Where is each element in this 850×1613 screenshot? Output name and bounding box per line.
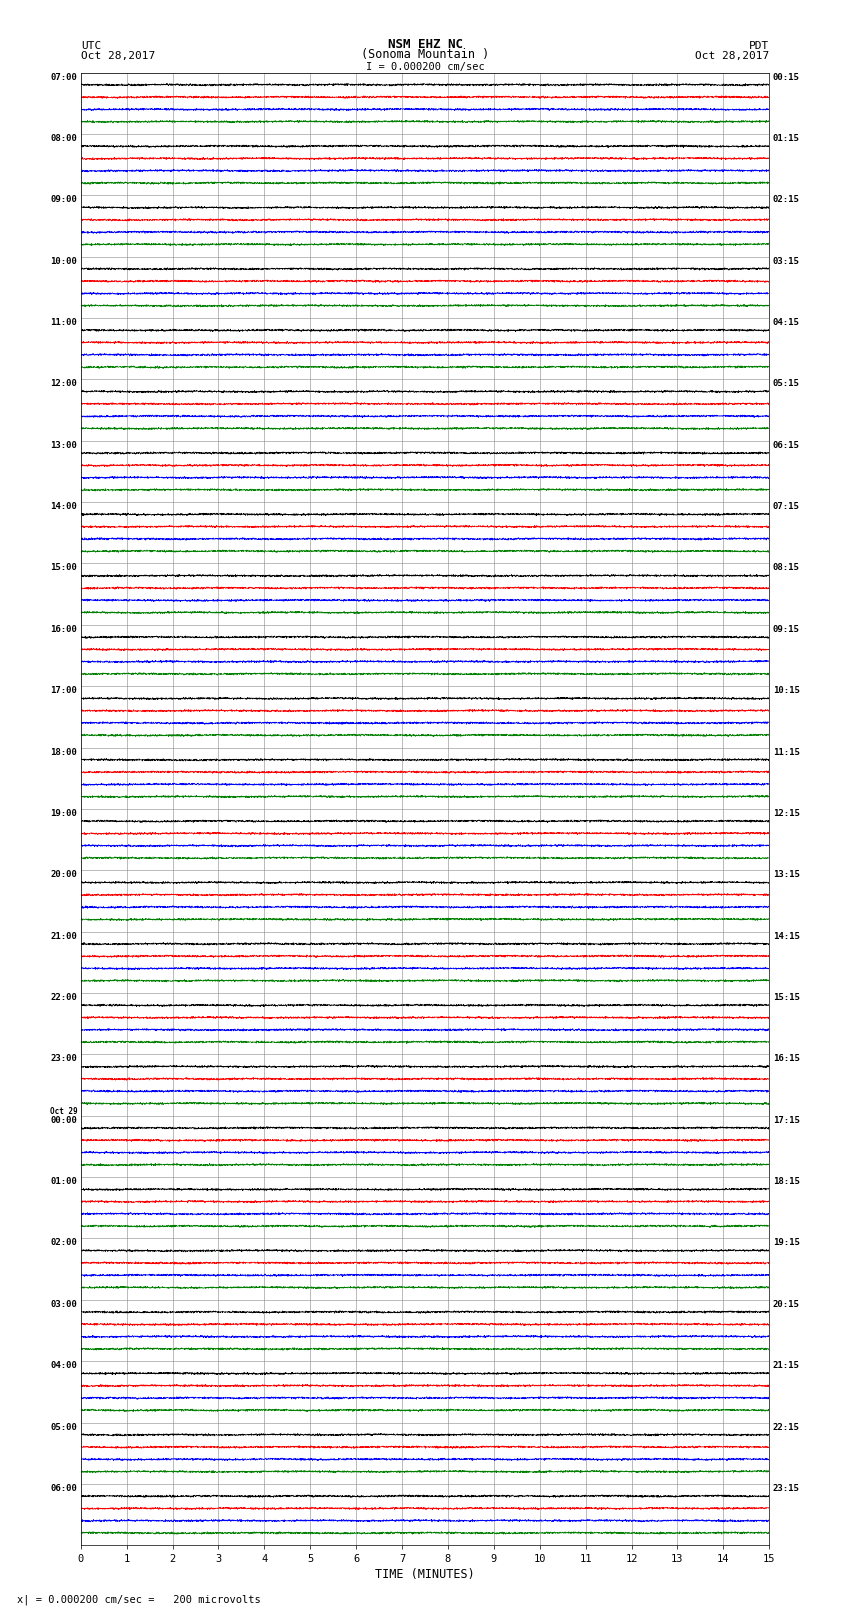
Text: 22:00: 22:00 — [50, 994, 77, 1002]
Text: 00:00: 00:00 — [50, 1116, 77, 1124]
Text: (Sonoma Mountain ): (Sonoma Mountain ) — [361, 48, 489, 61]
Text: 16:00: 16:00 — [50, 624, 77, 634]
Text: PDT: PDT — [749, 40, 769, 50]
Text: 20:00: 20:00 — [50, 871, 77, 879]
Text: 23:00: 23:00 — [50, 1055, 77, 1063]
Text: 15:15: 15:15 — [773, 994, 800, 1002]
Text: 11:15: 11:15 — [773, 747, 800, 756]
Text: 05:15: 05:15 — [773, 379, 800, 389]
Text: 11:00: 11:00 — [50, 318, 77, 327]
Text: 13:15: 13:15 — [773, 871, 800, 879]
Text: 21:15: 21:15 — [773, 1361, 800, 1369]
Text: 15:00: 15:00 — [50, 563, 77, 573]
Text: 16:15: 16:15 — [773, 1055, 800, 1063]
Text: UTC: UTC — [81, 40, 101, 50]
Text: 10:00: 10:00 — [50, 256, 77, 266]
X-axis label: TIME (MINUTES): TIME (MINUTES) — [375, 1568, 475, 1581]
Text: 12:00: 12:00 — [50, 379, 77, 389]
Text: 00:15: 00:15 — [773, 73, 800, 82]
Text: 02:15: 02:15 — [773, 195, 800, 205]
Text: 08:00: 08:00 — [50, 134, 77, 144]
Text: 09:00: 09:00 — [50, 195, 77, 205]
Text: 14:00: 14:00 — [50, 502, 77, 511]
Text: 09:15: 09:15 — [773, 624, 800, 634]
Text: Oct 28,2017: Oct 28,2017 — [695, 52, 769, 61]
Text: 06:00: 06:00 — [50, 1484, 77, 1494]
Text: 19:15: 19:15 — [773, 1239, 800, 1247]
Text: Oct 28,2017: Oct 28,2017 — [81, 52, 155, 61]
Text: x| = 0.000200 cm/sec =   200 microvolts: x| = 0.000200 cm/sec = 200 microvolts — [17, 1594, 261, 1605]
Text: 05:00: 05:00 — [50, 1423, 77, 1431]
Text: 18:00: 18:00 — [50, 747, 77, 756]
Text: 03:00: 03:00 — [50, 1300, 77, 1308]
Text: 06:15: 06:15 — [773, 440, 800, 450]
Text: 21:00: 21:00 — [50, 932, 77, 940]
Text: 04:15: 04:15 — [773, 318, 800, 327]
Text: 03:15: 03:15 — [773, 256, 800, 266]
Text: 20:15: 20:15 — [773, 1300, 800, 1308]
Text: NSM EHZ NC: NSM EHZ NC — [388, 37, 462, 50]
Text: Oct 29: Oct 29 — [49, 1107, 77, 1116]
Text: 07:00: 07:00 — [50, 73, 77, 82]
Text: 10:15: 10:15 — [773, 686, 800, 695]
Text: 04:00: 04:00 — [50, 1361, 77, 1369]
Text: 17:15: 17:15 — [773, 1116, 800, 1124]
Text: I = 0.000200 cm/sec: I = 0.000200 cm/sec — [366, 61, 484, 71]
Text: 22:15: 22:15 — [773, 1423, 800, 1431]
Text: 19:00: 19:00 — [50, 810, 77, 818]
Text: 01:15: 01:15 — [773, 134, 800, 144]
Text: 17:00: 17:00 — [50, 686, 77, 695]
Text: 08:15: 08:15 — [773, 563, 800, 573]
Text: 01:00: 01:00 — [50, 1177, 77, 1186]
Text: 12:15: 12:15 — [773, 810, 800, 818]
Text: 07:15: 07:15 — [773, 502, 800, 511]
Text: 14:15: 14:15 — [773, 932, 800, 940]
Text: 18:15: 18:15 — [773, 1177, 800, 1186]
Text: 02:00: 02:00 — [50, 1239, 77, 1247]
Text: 23:15: 23:15 — [773, 1484, 800, 1494]
Text: 13:00: 13:00 — [50, 440, 77, 450]
